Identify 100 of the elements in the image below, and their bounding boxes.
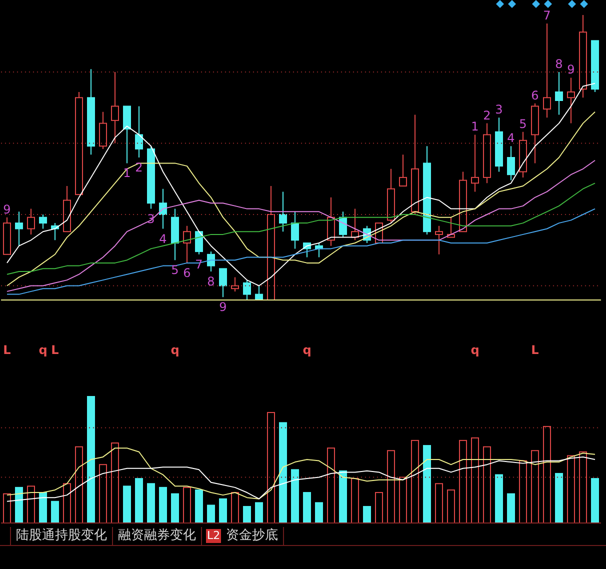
text: 1 xyxy=(123,166,131,180)
bar xyxy=(435,483,443,523)
x-tick-label: L xyxy=(3,343,12,357)
bar xyxy=(15,486,23,523)
bar xyxy=(171,493,179,523)
x-tick-label: L xyxy=(531,343,540,357)
bar xyxy=(339,470,347,523)
bar xyxy=(447,489,455,523)
candlestick xyxy=(291,211,299,250)
x-tick-label: q xyxy=(302,343,312,357)
text: 资金抄底 xyxy=(221,526,284,544)
bar xyxy=(51,500,59,523)
bar xyxy=(423,445,431,523)
bar xyxy=(591,478,599,523)
candlestick xyxy=(99,111,107,150)
candlestick xyxy=(111,72,119,144)
text: 8 xyxy=(555,57,563,71)
bar xyxy=(351,478,359,523)
bar xyxy=(207,504,215,523)
text: 8 xyxy=(207,274,215,288)
candlestick xyxy=(159,188,167,230)
bar xyxy=(135,478,143,523)
bar xyxy=(159,486,167,523)
candlestick xyxy=(15,211,23,246)
bar xyxy=(519,460,527,523)
text: 2 xyxy=(135,160,143,174)
candlestick xyxy=(135,106,143,158)
candlestick xyxy=(63,186,71,232)
bar xyxy=(123,486,131,523)
bar xyxy=(231,492,239,523)
candlestick xyxy=(591,40,599,92)
candlestick xyxy=(255,285,263,300)
bar xyxy=(99,464,107,523)
candlestick xyxy=(555,72,563,116)
bar xyxy=(111,442,119,523)
candlestick xyxy=(375,222,383,244)
text: 陆股通持股变化 xyxy=(10,526,112,544)
bar xyxy=(195,489,203,523)
bar xyxy=(315,502,323,523)
text: 6 xyxy=(183,266,191,280)
bar xyxy=(567,455,575,523)
text: 3 xyxy=(495,102,503,117)
text: 9 xyxy=(567,62,575,77)
x-tick-label: q xyxy=(470,343,480,357)
bar xyxy=(219,498,227,523)
bar xyxy=(63,483,71,523)
bar xyxy=(87,396,95,523)
text: L2 xyxy=(206,528,222,542)
bar xyxy=(459,440,467,523)
candlestick xyxy=(423,146,431,235)
candlestick xyxy=(195,231,203,255)
text: 5 xyxy=(171,263,179,278)
bar xyxy=(507,493,515,523)
text: 2 xyxy=(483,108,491,122)
bar xyxy=(555,472,563,523)
bar xyxy=(531,450,539,523)
text: 9 xyxy=(3,202,11,216)
bar xyxy=(27,486,35,523)
bar xyxy=(327,448,335,523)
candlestick xyxy=(267,186,275,300)
candlestick xyxy=(87,68,95,156)
bar xyxy=(75,446,83,523)
text: 4 xyxy=(507,131,515,146)
bar xyxy=(3,493,11,523)
candlestick xyxy=(507,146,515,181)
x-tick-label: q xyxy=(170,343,180,357)
bar xyxy=(267,412,275,523)
text: 5 xyxy=(519,116,527,131)
bar xyxy=(387,450,395,523)
bar xyxy=(411,440,419,523)
candlestick xyxy=(219,268,227,298)
candlestick xyxy=(327,196,335,246)
candlestick xyxy=(171,208,179,261)
candlestick xyxy=(123,106,131,164)
text: 7 xyxy=(543,8,551,23)
bar xyxy=(495,474,503,523)
candlestick xyxy=(399,154,407,186)
candlestick xyxy=(39,214,47,230)
bar xyxy=(375,492,383,523)
candlestick xyxy=(459,171,467,232)
bar xyxy=(39,492,47,523)
bar xyxy=(243,506,251,523)
candlestick xyxy=(447,216,455,238)
bar xyxy=(363,506,371,523)
text: 9 xyxy=(219,300,227,314)
text: 6 xyxy=(531,88,539,102)
bar xyxy=(147,483,155,523)
bar xyxy=(543,426,551,523)
bar xyxy=(483,446,491,523)
bar xyxy=(399,476,407,523)
bar xyxy=(291,469,299,523)
bar xyxy=(579,451,587,523)
candlestick xyxy=(231,276,239,292)
x-tick-label: q xyxy=(38,343,48,357)
candlestick xyxy=(495,117,503,172)
x-tick-label: L xyxy=(51,343,60,357)
bar xyxy=(471,437,479,523)
candlestick xyxy=(543,23,551,118)
text: 融资融券变化 xyxy=(112,526,202,544)
candlestick xyxy=(471,134,479,192)
